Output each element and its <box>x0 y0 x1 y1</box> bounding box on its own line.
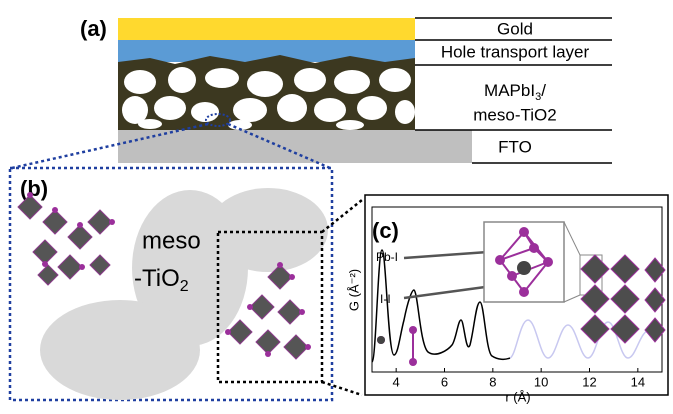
htl-layer <box>118 40 415 62</box>
y-axis-label: G (Å⁻²) <box>346 269 361 311</box>
layer-label: FTO <box>498 137 532 156</box>
layer-label: meso-TiO2 <box>473 105 556 124</box>
plot-area <box>371 206 663 373</box>
rdf-curve <box>371 249 511 363</box>
layer-label: MAPbI3/ <box>484 81 546 102</box>
x-axis-label: r (Å) <box>505 389 530 404</box>
fto-layer <box>118 130 472 163</box>
pointer <box>403 250 489 260</box>
panel-label: (a) <box>80 16 107 41</box>
layer-label: Gold <box>497 19 533 38</box>
subscript: 3 <box>535 91 541 103</box>
x-axis: 4 6 8 10 12 14 <box>393 368 645 389</box>
material-label: -TiO2 <box>134 265 189 295</box>
x-tick-label: 12 <box>582 374 596 389</box>
layer-dividers <box>415 17 612 164</box>
gold-layer <box>118 18 415 40</box>
text: / <box>541 81 546 100</box>
zoom-region <box>205 113 231 127</box>
iodine-atoms <box>27 192 311 357</box>
text: MAPbI <box>484 81 535 100</box>
layer-label: Hole transport layer <box>441 42 590 61</box>
panel-label: (b) <box>20 176 48 201</box>
lead-atom <box>377 336 385 344</box>
annotation: Pb-I <box>376 250 398 264</box>
text: -TiO <box>134 265 180 292</box>
x-tick-label: 6 <box>441 374 448 389</box>
rdf-curve-faded <box>509 319 651 359</box>
x-tick-label: 14 <box>631 374 645 389</box>
crystal-structure <box>580 254 666 344</box>
x-tick-label: 4 <box>393 374 400 389</box>
annotation: I-I <box>380 292 391 306</box>
zoom-lines <box>8 122 334 402</box>
zoom-lines <box>216 199 363 397</box>
tio2-particles <box>122 67 415 130</box>
subscript: 2 <box>180 278 189 295</box>
lead-atom <box>517 261 531 275</box>
material-label: meso <box>142 227 201 254</box>
panel-label: (c) <box>372 218 399 243</box>
panel-frame <box>364 194 669 396</box>
octahedra-cluster <box>17 194 309 360</box>
x-tick-label: 10 <box>534 374 548 389</box>
x-tick-label: 8 <box>489 374 496 389</box>
